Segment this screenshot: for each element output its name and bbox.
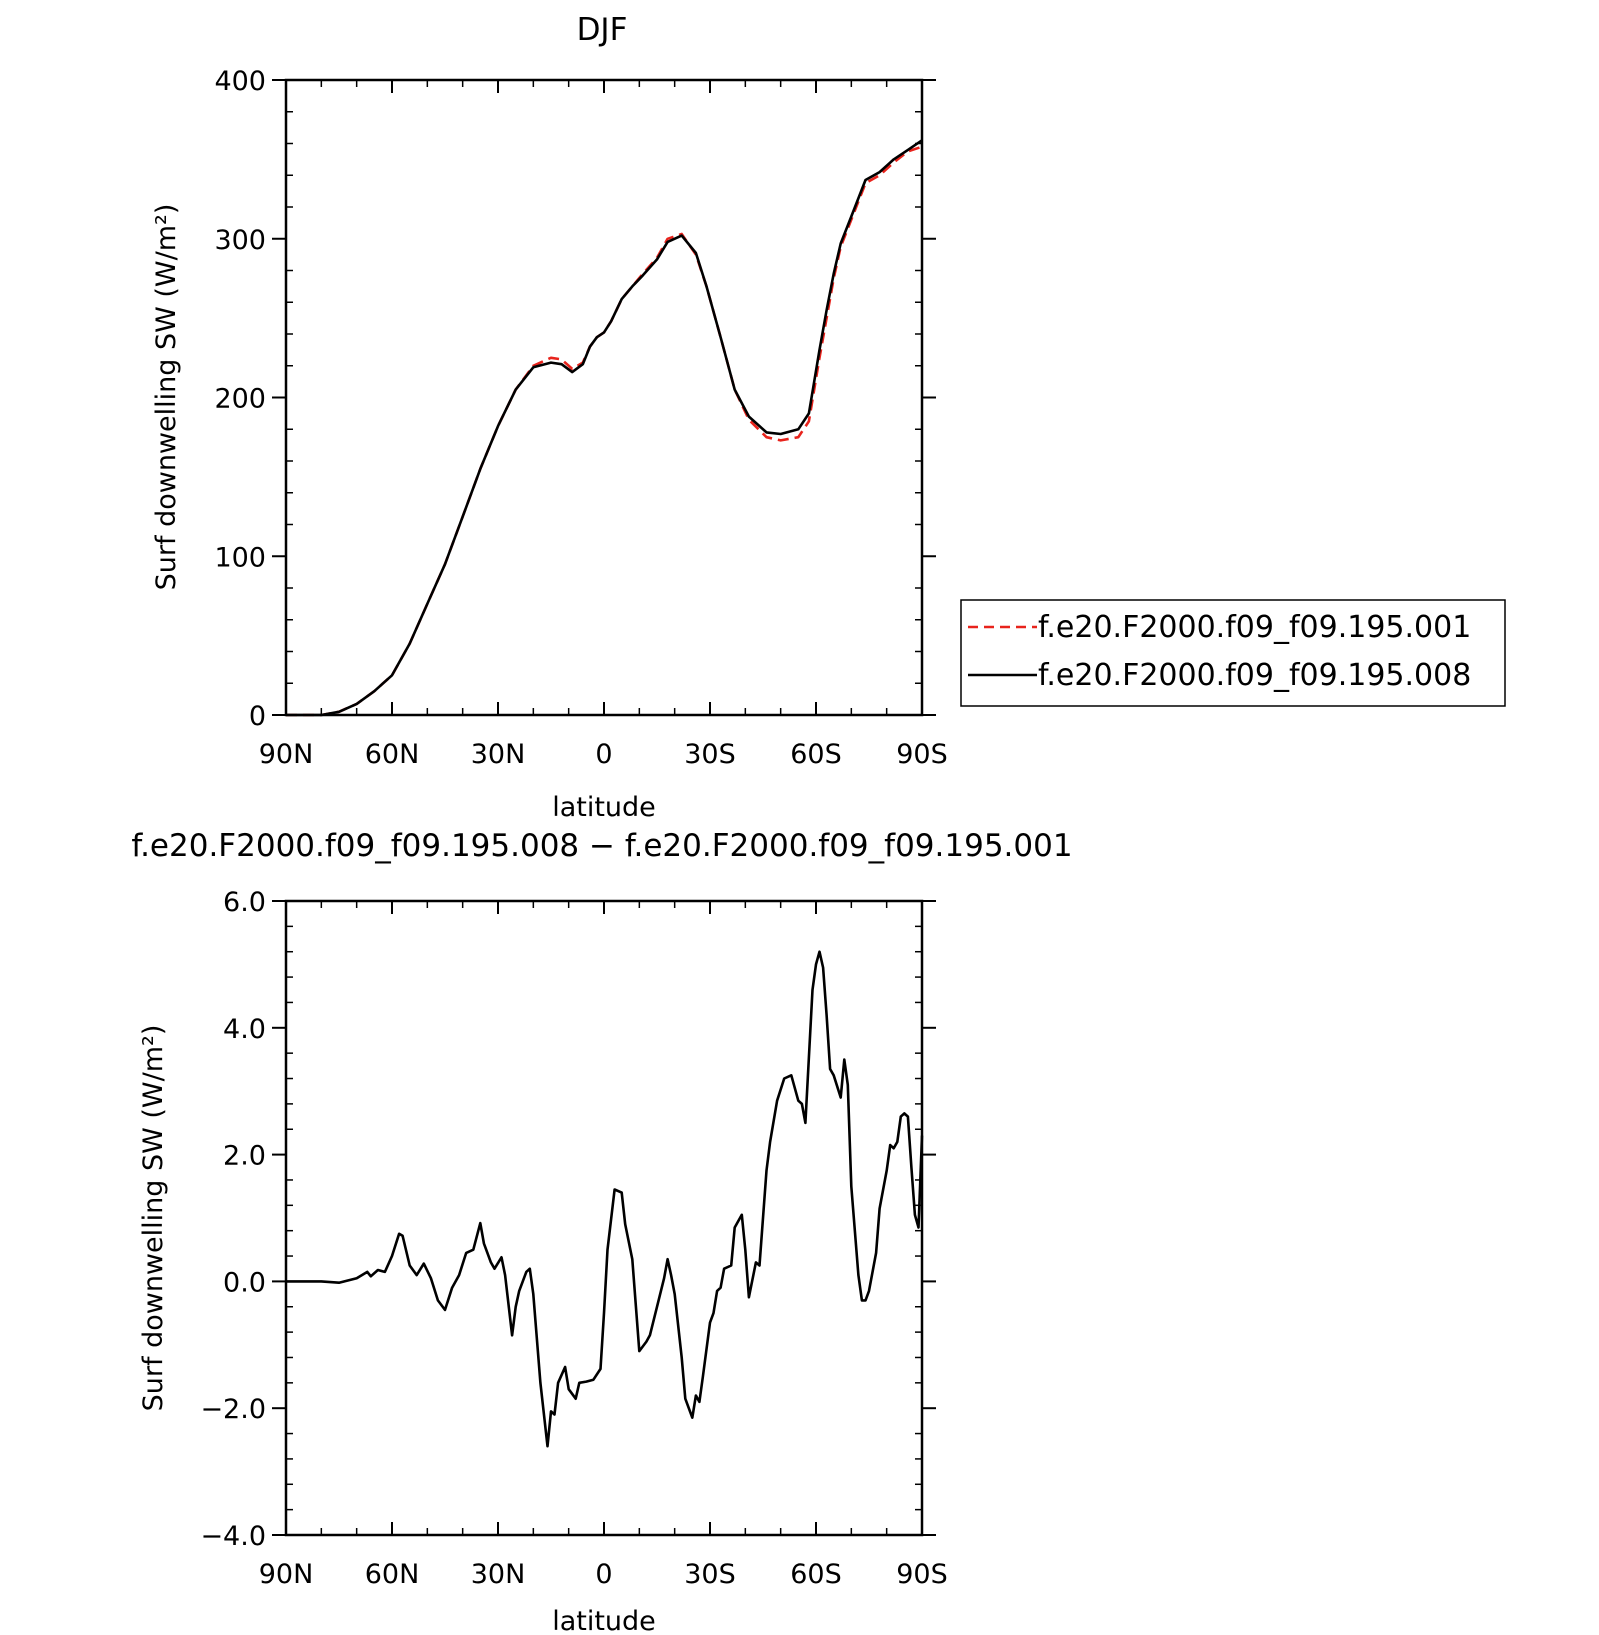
bottom-xtick-label: 0 (595, 1559, 612, 1590)
bottom-ytick-label: 2.0 (223, 1141, 266, 1172)
bottom-xtick-label: 90S (896, 1559, 948, 1590)
top-chart-title: DJF (577, 12, 628, 48)
bottom-chart-series-group (286, 950, 924, 1448)
bottom-ytick-label: 0.0 (223, 1267, 266, 1298)
bottom-xtick-label: 60S (790, 1559, 842, 1590)
bottom-series-line-0 (286, 950, 924, 1448)
top-ytick-label: 300 (214, 225, 266, 256)
top-chart-series-group (286, 139, 923, 717)
top-xtick-label: 0 (595, 739, 612, 770)
top-xtick-label: 60S (790, 739, 842, 770)
top-ytick-label: 200 (214, 384, 266, 415)
top-chart-ticks: 90N 60N 30N 0 30S 60S 90S 0 100 200 300 400 (214, 66, 947, 770)
bottom-chart-xlabel: latitude (552, 1606, 656, 1635)
legend: f.e20.F2000.f09_f09.195.001 f.e20.F2000.… (960, 599, 1506, 707)
top-chart-ylabel: Surf downwelling SW (W/m²) (151, 204, 182, 591)
legend-box (960, 599, 1506, 707)
bottom-chart-title: f.e20.F2000.f09_f09.195.008 − f.e20.F200… (131, 828, 1072, 864)
legend-label-008: f.e20.F2000.f09_f09.195.008 (1038, 658, 1471, 693)
bottom-ytick-label: 4.0 (223, 1014, 266, 1045)
bottom-chart-ticks: 90N 60N 30N 0 30S 60S 90S −4.0 −2.0 0.0 2.0 4.0 6.0 (200, 887, 947, 1590)
bottom-ytick-label: −4.0 (200, 1521, 266, 1552)
bottom-ytick-label: −2.0 (200, 1394, 266, 1425)
top-xtick-label: 30S (684, 739, 736, 770)
top-series-line-1 (286, 139, 923, 717)
top-xtick-label: 90S (896, 739, 948, 770)
bottom-chart-panel: f.e20.F2000.f09_f09.195.008 − f.e20.F200… (131, 828, 1072, 1635)
bottom-xtick-label: 60N (365, 1559, 420, 1590)
top-xtick-label: 30N (471, 739, 526, 770)
top-chart-plot-frame (284, 78, 924, 717)
top-chart-xlabel: latitude (552, 792, 656, 823)
top-series-line-0 (286, 145, 923, 717)
bottom-xtick-label: 30S (684, 1559, 736, 1590)
bottom-ytick-label: 6.0 (223, 887, 266, 918)
top-ytick-label: 0 (249, 701, 266, 732)
bottom-xtick-label: 30N (471, 1559, 526, 1590)
legend-label-001: f.e20.F2000.f09_f09.195.001 (1038, 610, 1471, 645)
bottom-xtick-label: 90N (259, 1559, 314, 1590)
top-xtick-label: 60N (365, 739, 420, 770)
bottom-chart-ylabel: Surf downwelling SW (W/m²) (138, 1025, 169, 1412)
top-chart-panel: DJF 90N 60N 30N 0 30S 60S 90S 0 100 200 300 400 lat… (151, 12, 1506, 823)
top-ytick-label: 400 (214, 66, 266, 97)
top-ytick-label: 100 (214, 542, 266, 573)
bottom-chart-plot-frame (284, 899, 924, 1537)
top-xtick-label: 90N (259, 739, 314, 770)
